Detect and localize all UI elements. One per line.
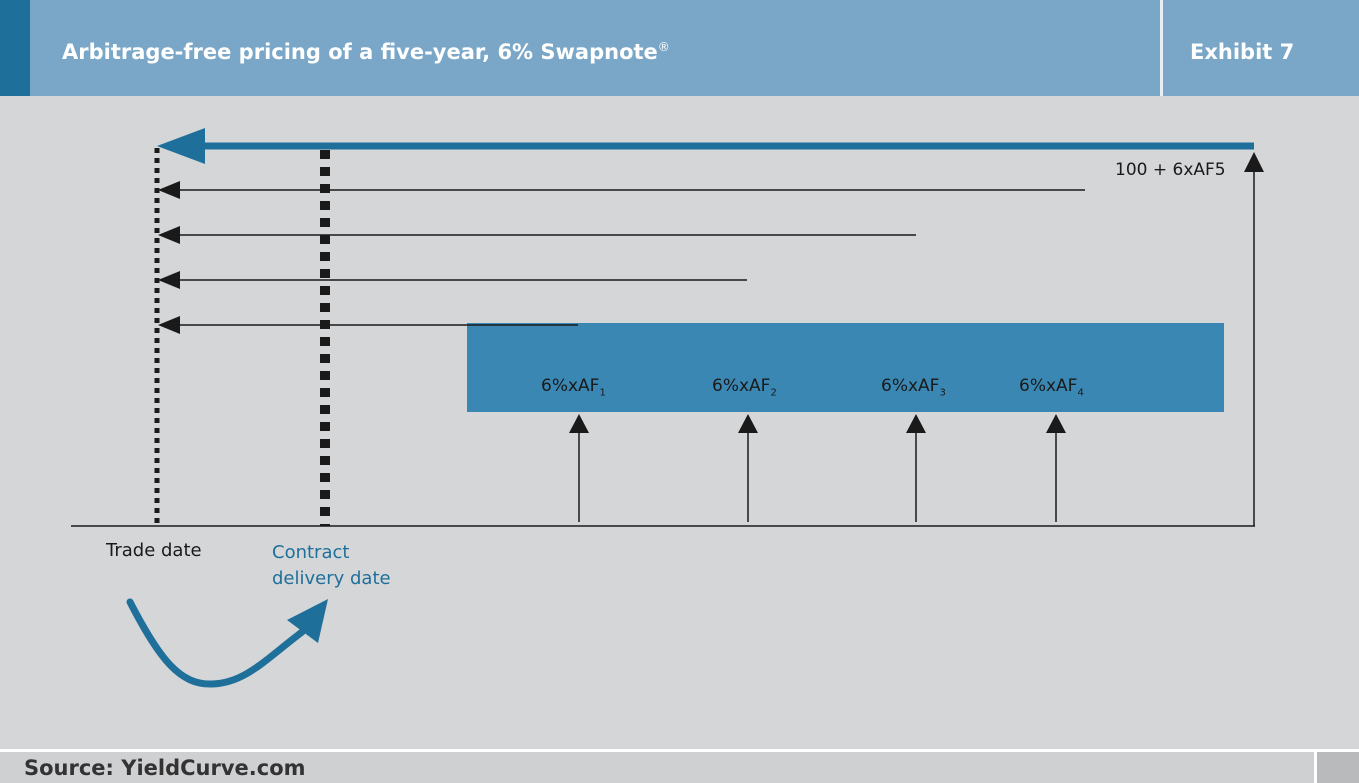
trade-date-label: Trade date: [106, 540, 202, 561]
final-payment-arrowhead: [1244, 152, 1264, 172]
coupon-arrowhead-4: [1046, 414, 1066, 433]
final-payment-label: 100 + 6xAF5: [1115, 160, 1226, 180]
exhibit-title: Arbitrage-free pricing of a five-year, 6…: [62, 40, 670, 64]
coupon-label-4: 6%xAF4: [1019, 376, 1084, 399]
coupon-arrowhead-3: [906, 414, 926, 433]
discount-arrowhead-4: [158, 181, 180, 199]
source-credit: Source: YieldCurve.com: [24, 756, 306, 780]
contract-delivery-label: Contract delivery date: [272, 542, 391, 589]
header-bar: [0, 0, 1359, 96]
footer-bar: [0, 752, 1359, 783]
header-divider: [1160, 0, 1163, 96]
header-accent-bar: [0, 0, 30, 96]
discount-arrowhead-1: [158, 316, 180, 334]
footer-divider: [0, 749, 1359, 752]
coupon-arrowhead-2: [738, 414, 758, 433]
coupon-label-1: 6%xAF1: [541, 376, 606, 399]
discount-arrowhead-3: [158, 226, 180, 244]
registered-mark: ®: [657, 40, 670, 54]
footer-corner-box: [1314, 752, 1359, 783]
coupon-arrowhead-1: [569, 414, 589, 433]
forward-curve-arrowhead: [287, 599, 328, 643]
exhibit-number: Exhibit 7: [1190, 40, 1295, 64]
coupon-box: [467, 323, 1224, 412]
coupon-label-3: 6%xAF3: [881, 376, 946, 399]
discount-arrowhead-2: [158, 271, 180, 289]
forward-curve-arrow: [126, 598, 306, 688]
coupon-label-2: 6%xAF2: [712, 376, 777, 399]
final-discount-arrowhead: [157, 128, 205, 164]
